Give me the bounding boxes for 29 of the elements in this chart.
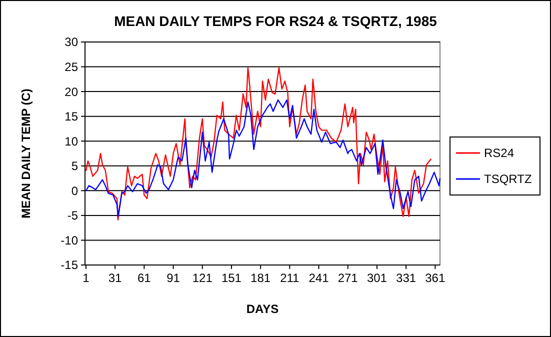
y-tick-label: 10 <box>64 134 78 148</box>
x-tick-label: 331 <box>396 271 416 285</box>
x-tick-label: 61 <box>137 271 152 285</box>
y-tick-label: 5 <box>71 159 78 174</box>
y-tick-label: 0 <box>71 184 78 198</box>
x-tick-label: 211 <box>280 271 300 285</box>
y-tick-label: 15 <box>64 110 78 124</box>
y-tick-label: 30 <box>64 35 78 50</box>
x-tick-label: 151 <box>221 271 242 285</box>
x-tick-label: 121 <box>192 271 213 285</box>
x-tick-label: 301 <box>366 271 388 285</box>
x-tick-label: 31 <box>108 271 122 285</box>
legend-label: RS24 <box>484 146 514 160</box>
y-tick-label: 25 <box>64 60 78 74</box>
x-tick-label: 361 <box>425 271 446 285</box>
chart-title: MEAN DAILY TEMPS FOR RS24 & TSQRTZ, 1985 <box>114 13 438 29</box>
x-tick-label: 91 <box>166 271 180 285</box>
y-tick-label: -15 <box>60 258 78 272</box>
x-tick-label: 181 <box>250 271 271 285</box>
line-series <box>85 67 432 221</box>
legend-label: TSQRTZ <box>484 172 532 186</box>
y-tick-label: -10 <box>60 233 78 248</box>
x-tick-label: 1 <box>82 271 90 285</box>
y-tick-label: 20 <box>64 84 78 99</box>
x-axis-title: DAYS <box>246 302 279 316</box>
y-tick-label: -5 <box>67 208 78 223</box>
x-tick-label: 241 <box>308 271 330 285</box>
x-tick-label: 271 <box>338 271 358 285</box>
y-axis-title: MEAN DAILY TEMP (C) <box>19 88 33 218</box>
